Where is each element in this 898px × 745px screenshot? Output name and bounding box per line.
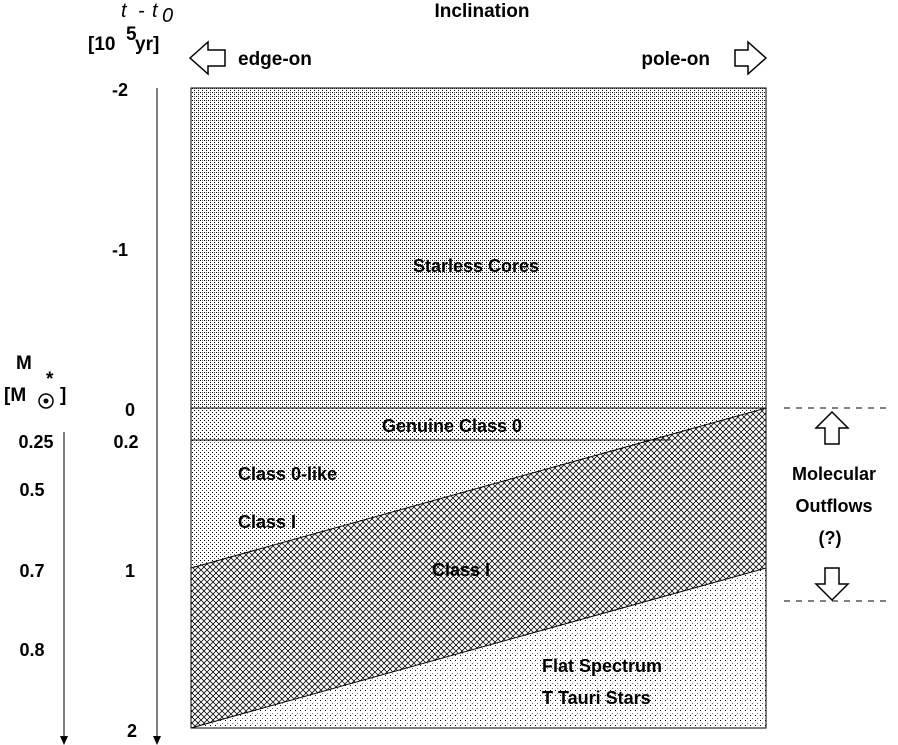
outflows-line3: (?) xyxy=(819,528,842,548)
time-axis-t0-t: t xyxy=(152,0,159,22)
time-tick: 1 xyxy=(125,561,135,581)
pole-on-label: pole-on xyxy=(641,49,710,70)
time-axis-unit-open: [10 xyxy=(88,34,115,55)
time-tick: -2 xyxy=(112,80,128,100)
sun-symbol-icon xyxy=(38,393,54,409)
time-axis-t0-sub: 0 xyxy=(162,5,173,27)
class0-like-label: Class 0-like xyxy=(238,464,337,484)
class1-region-upper xyxy=(670,408,766,440)
mass-axis-star: * xyxy=(46,369,54,390)
time-axis-minus: - xyxy=(138,0,145,22)
time-tick: 0 xyxy=(125,400,135,420)
mass-axis-unit-close: ] xyxy=(60,385,66,406)
mass-axis-m: M xyxy=(16,353,32,374)
right-arrow-icon xyxy=(734,40,768,76)
time-axis-t: t xyxy=(121,0,128,22)
mass-tick: 0.7 xyxy=(19,561,44,581)
time-axis-unit-exp: 5 xyxy=(126,24,137,45)
left-arrow-icon xyxy=(188,40,226,76)
up-arrow-icon xyxy=(814,410,850,445)
outflows-line2: Outflows xyxy=(796,496,873,516)
class1-region xyxy=(191,408,766,728)
class1-center-label: Class I xyxy=(432,560,490,580)
time-axis-arrowhead-icon xyxy=(153,736,161,745)
flat-spectrum-label: Flat Spectrum xyxy=(542,656,662,676)
mass-tick: 0.25 xyxy=(18,432,53,452)
mass-axis-arrowhead-icon xyxy=(60,736,68,745)
time-tick: -1 xyxy=(112,240,128,260)
time-tick: 2 xyxy=(127,721,137,741)
t-tauri-label: T Tauri Stars xyxy=(542,688,651,708)
mass-axis-unit-open: [M xyxy=(4,385,26,406)
down-arrow-icon xyxy=(814,567,850,602)
edge-on-label: edge-on xyxy=(238,49,312,70)
upper-diagonal xyxy=(190,407,767,569)
class1-left-label: Class I xyxy=(238,512,296,532)
genuine-class0-label: Genuine Class 0 xyxy=(382,416,522,436)
mass-tick: 0.5 xyxy=(19,480,44,500)
starless-cores-label: Starless Cores xyxy=(413,256,539,276)
starless-cores-region xyxy=(191,88,766,408)
time-axis-unit-close: yr] xyxy=(135,34,159,55)
mass-tick: 0.8 xyxy=(19,640,44,660)
inclination-label: Inclination xyxy=(435,1,530,22)
time-tick: 0.2 xyxy=(113,432,138,452)
outflows-line1: Molecular xyxy=(792,464,876,484)
lower-diagonal xyxy=(190,567,767,729)
